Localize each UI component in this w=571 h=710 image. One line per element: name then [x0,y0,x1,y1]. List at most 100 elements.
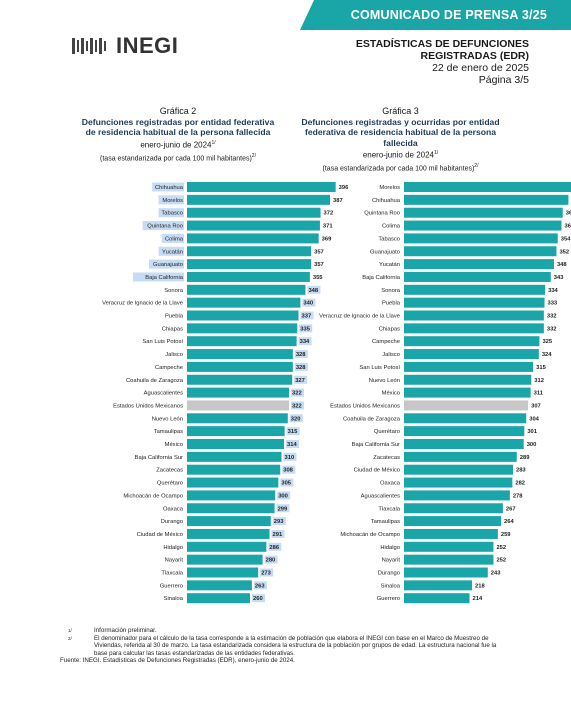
chart-3-category-label: Guerrero [377,596,400,602]
chart-3-bar [404,220,562,231]
chart-2-value-highlight [276,504,290,513]
chart-2-value-highlight [286,427,300,436]
chart-2-value-label: 305 [281,481,291,487]
chart-3-bar [404,580,473,591]
chart-3-bar [404,361,534,372]
note-1: Información preliminar. [94,627,157,634]
chart-2-value-label: 322 [292,391,302,397]
chart-2-value-label: 299 [278,506,288,512]
chart-3-value-label: 307 [531,403,541,409]
chart-2-bar [187,593,250,604]
chart-2-category-label: Oaxaca [163,506,184,512]
chart-2-category-label: Hidalgo [163,545,183,551]
chart-3-title: Defunciones registradas y ocurridas por … [301,116,500,148]
charts-canvas: Chihuahua 396 Morelos 387 Tabasco 372 Quintana… [102,182,571,604]
chart-3-category-label: Jalisco [382,352,400,358]
chart-2-value-highlight [282,465,296,474]
chart-3-category-label: Chihuahua [372,198,401,204]
chart-2-value-highlight [294,375,308,384]
chart-2-category-label: Tabasco [161,211,183,217]
chart-3-value-label: 324 [542,352,552,358]
inegi-logo-icon [72,36,112,56]
chart-3-value-label: 362 [566,211,571,217]
chart-2-bar [187,516,271,527]
chart-3-category-label: Durango [378,571,400,577]
chart-2-bar [187,194,331,205]
chart-3-bar [404,503,503,514]
chart-2-label-highlight [149,259,184,269]
chart-2-value-highlight [291,401,305,410]
chart-2-bar [187,528,270,539]
chart-2-value-label: 300 [278,493,288,499]
press-banner: COMUNICADO DE PRENSA 3/25 [300,0,571,30]
chart-2-value-label: 315 [288,429,298,435]
chart-3-bar [404,310,544,321]
chart-2-bar [187,464,281,475]
chart-3-category-label: Veracruz de Ignacio de la Llave [319,314,400,320]
chart-3-value-label: 218 [475,583,485,589]
chart-3-bar [404,413,527,424]
chart-3-category-label: Morelos [379,185,400,191]
chart-3-category-label: Nuevo León [369,378,400,384]
chart-3-category-label: Estados Unidos Mexicanos [330,403,400,409]
chart-2-category-label: Sinaloa [164,596,184,602]
chart-3-value-label: 278 [513,493,523,499]
chart-2-value-label: 357 [314,249,324,255]
chart-2-label-highlight [161,233,184,243]
chart-3-bar [404,554,494,565]
chart-2-value-highlight [271,529,285,538]
chart-3-bar [404,541,494,552]
chart-2-value-label: 273 [261,571,271,577]
chart-2-value-highlight [264,555,278,564]
chart-2-bar [187,554,263,565]
chart-3-category-label: Sonora [381,288,400,294]
chart-3-bar [404,349,539,360]
chart-2-category-label: Nuevo León [152,416,183,422]
chart-3-category-label: Yucatán [379,262,400,268]
chart-3-bar [404,374,532,385]
chart-2-bar [187,207,321,218]
chart-3-value-label: 311 [534,391,544,397]
chart-3-value-label: 360 [565,224,571,230]
chart-2-value-highlight [298,337,312,346]
chart-2-value-highlight [260,568,274,577]
chart-2-value-label: 369 [322,236,332,242]
chart-2-value-highlight [253,581,267,590]
chart-3-bar [404,284,546,295]
chart-2-category-label: Chiapas [162,326,183,332]
chart-3-category-label: México [382,391,400,397]
chart-2-bar [187,297,301,308]
chart-3-bar [404,233,558,244]
logo-wordmark: INEGI [116,33,179,58]
chart-3-value-label: 283 [516,468,526,474]
chart-3-category-label: Colima [382,224,401,230]
chart-2-header: Gráfica 2 Defunciones registradas por en… [78,106,278,164]
chart-3-value-label: 259 [501,532,511,538]
chart-2-value-label: 387 [333,198,343,204]
chart-3-value-label: 354 [561,236,571,242]
chart-3-bar [404,246,557,257]
chart-2-value-label: 334 [300,339,310,345]
note-2: El denominador para el cálculo de la tas… [94,634,497,657]
chart-2-unit: (tasa estandarizada por cada 100 mil hab… [100,152,256,162]
chart-3-value-label: 214 [473,596,483,602]
chart-2-number: Gráfica 2 [159,106,197,116]
chart-2-value-highlight [302,298,316,307]
chart-3-category-label: Oaxaca [380,481,401,487]
chart-2-bar [187,259,312,270]
chart-3-bar [404,567,488,578]
chart-3-bar [404,271,551,282]
chart-2-value-highlight [280,478,294,487]
chart-2-label-highlight [152,182,184,192]
chart-2-value-highlight [277,491,291,500]
chart-2-value-highlight [291,388,305,397]
chart-2-value-label: 371 [323,224,333,230]
doc-date: 22 de enero de 2025 [432,62,529,74]
chart-3-bar [404,400,529,411]
chart-3-bar [404,387,531,398]
chart-3-value-label: 333 [547,301,557,307]
chart-3-category-label: Nayarit [382,558,401,564]
chart-2-label-highlight [158,246,184,256]
note-2-mark: 2/ [68,635,72,641]
chart-3-bar [404,259,554,270]
